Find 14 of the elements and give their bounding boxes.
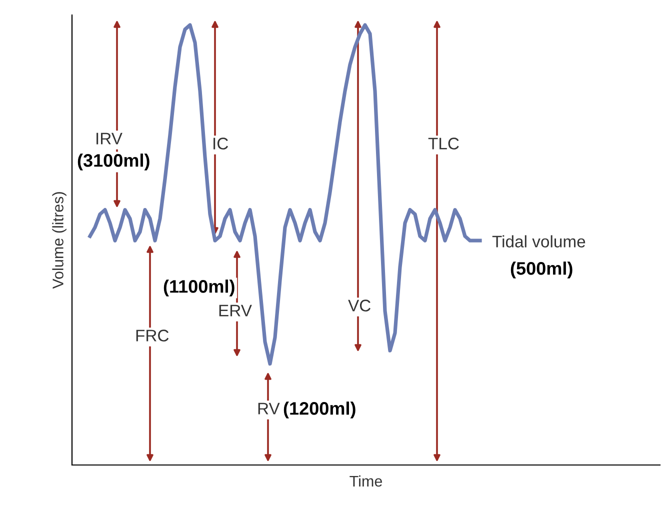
annotation: (1200ml) (284, 402, 356, 418)
annotation: TLC (428, 138, 459, 150)
annotation: FRC (136, 330, 169, 342)
annotation: VC (348, 300, 371, 312)
text: Tidal volume (492, 235, 586, 248)
annotation: RV (258, 402, 280, 414)
annotation: (1100ml) (164, 280, 234, 296)
text: (500ml) (510, 262, 572, 278)
annotation: IC (214, 138, 228, 150)
annotation: (3100ml) (78, 154, 150, 170)
annotation: IRV (96, 132, 122, 144)
annotation: ERV (219, 304, 252, 316)
y-axis-title: Volume (litres) (52, 192, 66, 289)
x-axis-title: Time (350, 475, 382, 487)
